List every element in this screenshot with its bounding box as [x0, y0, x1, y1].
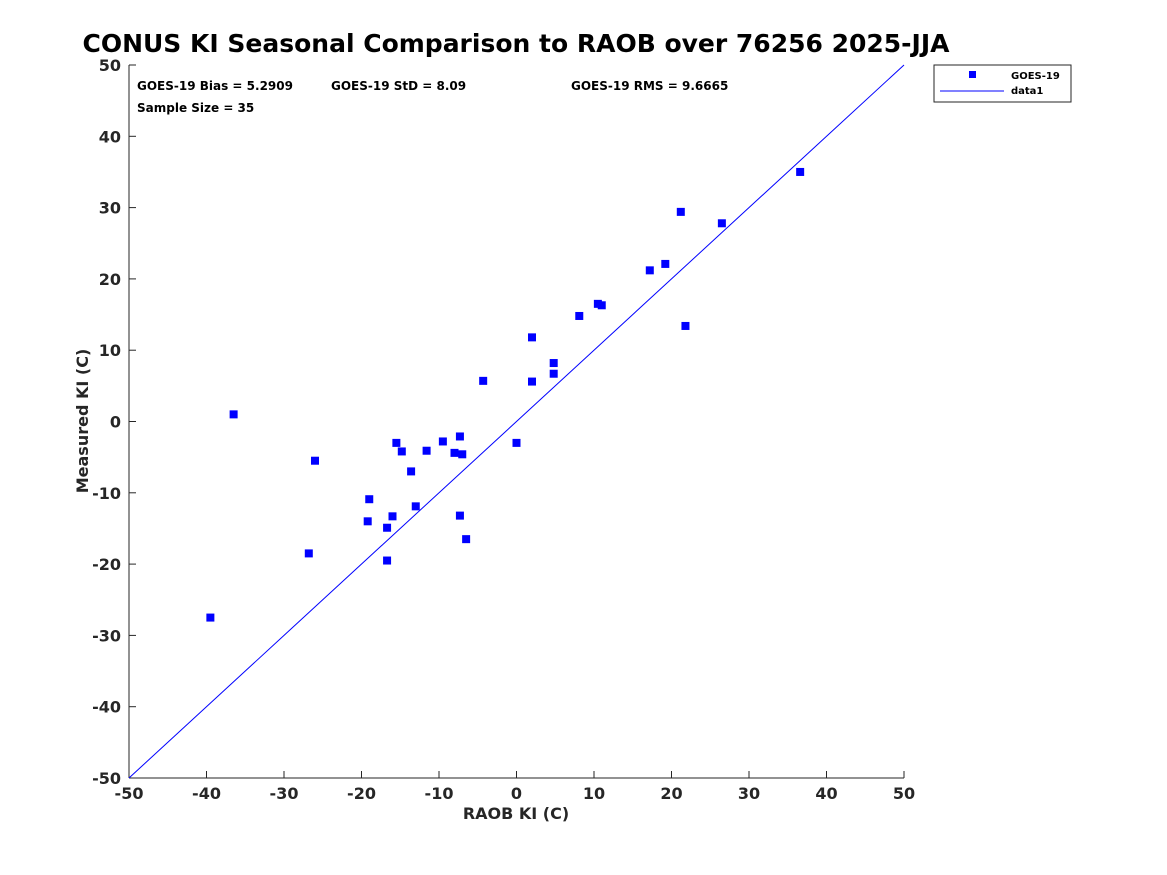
data-point	[388, 512, 397, 521]
y-tick-label: 10	[99, 341, 121, 360]
bias-stat: GOES-19 Bias = 5.2909	[137, 79, 293, 93]
scatter-points	[206, 167, 805, 622]
data-point	[304, 549, 313, 558]
plot-area: -50 -40 -30 -20 -10 0 10 20 30 40 50 -50-40-30-20-…	[92, 56, 915, 803]
data-point	[717, 219, 726, 228]
data-point	[407, 467, 416, 476]
y-tick-label: -10	[92, 484, 121, 503]
data-point	[512, 438, 521, 447]
legend-label-goes19: GOES-19	[1011, 71, 1060, 82]
data-point	[575, 311, 584, 320]
data-point	[206, 613, 215, 622]
data-point	[438, 437, 447, 446]
x-tick-label: 10	[583, 784, 605, 803]
x-tick-label: 20	[660, 784, 682, 803]
data-point	[365, 495, 374, 504]
data-point	[450, 448, 459, 457]
data-point	[383, 523, 392, 532]
y-tick-label: -40	[92, 698, 121, 717]
x-axis-label: RAOB KI (C)	[463, 804, 569, 823]
y-tick-label: 20	[99, 270, 121, 289]
data-point	[528, 333, 536, 342]
x-tick-label: -20	[347, 784, 376, 803]
y-tick-label: -20	[92, 555, 121, 574]
legend-marker-square	[969, 71, 976, 78]
data-point	[796, 167, 805, 176]
data-point	[645, 266, 654, 275]
x-tick-label: 30	[738, 784, 760, 803]
data-point	[661, 259, 670, 268]
y-ticks: -50 -40 -30 -20 -10 0 10 20 30 40 50	[92, 56, 136, 788]
y-tick-label: -30	[92, 626, 121, 645]
data-point	[455, 511, 464, 520]
x-ticks: -50 -40 -30 -20 -10 0 10 20 30 40 50	[115, 771, 915, 803]
data-point	[383, 556, 392, 565]
std-stat: GOES-19 StD = 8.09	[331, 79, 466, 93]
data-point	[311, 456, 319, 465]
series-line-data1	[128, 64, 905, 779]
x-tick-label: -40	[192, 784, 221, 803]
y-tick-label: 40	[99, 127, 121, 146]
data-point	[363, 517, 372, 526]
data-point	[597, 301, 606, 310]
legend: GOES-19 data1	[933, 64, 1072, 103]
data-point	[681, 321, 690, 330]
x-tick-label: -10	[425, 784, 454, 803]
x-tick-label: -30	[270, 784, 299, 803]
data-point	[392, 438, 401, 447]
data-point	[397, 447, 406, 456]
y-axis-label: Measured KI (C)	[73, 349, 92, 494]
identity-line-series	[128, 64, 905, 779]
legend-label-data1: data1	[1011, 86, 1043, 97]
chart-title: CONUS KI Seasonal Comparison to RAOB ove…	[82, 29, 950, 58]
data-point	[549, 369, 558, 378]
data-point	[528, 377, 536, 386]
data-point	[455, 432, 464, 441]
y-tick-label: 50	[99, 56, 121, 75]
y-tick-label: -50	[92, 769, 121, 788]
y-tick-label: 30	[99, 199, 121, 218]
x-tick-label: 50	[893, 784, 915, 803]
x-tick-label: 40	[815, 784, 837, 803]
x-tick-label: 0	[511, 784, 522, 803]
data-point	[229, 410, 238, 419]
x-tick-label: -50	[115, 784, 144, 803]
data-point	[549, 359, 558, 368]
data-point	[422, 446, 431, 455]
y-tick-label: 0	[110, 413, 121, 432]
data-point	[479, 376, 488, 385]
data-point	[458, 450, 467, 459]
data-point	[676, 207, 685, 216]
sample-size-stat: Sample Size = 35	[137, 101, 254, 115]
rms-stat: GOES-19 RMS = 9.6665	[571, 79, 728, 93]
data-point	[462, 535, 471, 544]
legend-box	[933, 64, 1072, 103]
data-point	[411, 502, 420, 511]
